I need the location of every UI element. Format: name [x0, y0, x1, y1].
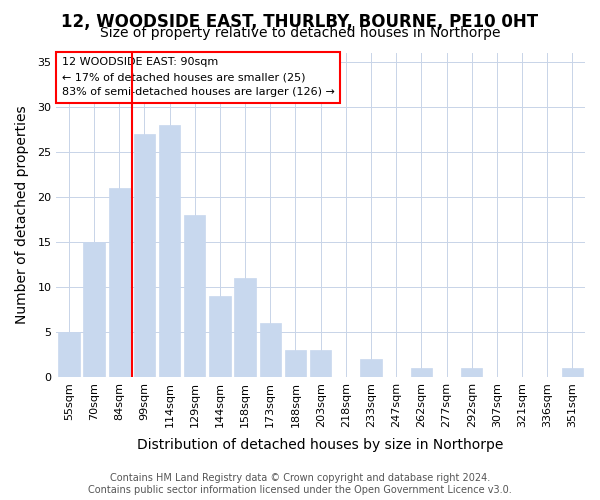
- Y-axis label: Number of detached properties: Number of detached properties: [15, 106, 29, 324]
- Text: Contains HM Land Registry data © Crown copyright and database right 2024.
Contai: Contains HM Land Registry data © Crown c…: [88, 474, 512, 495]
- X-axis label: Distribution of detached houses by size in Northorpe: Distribution of detached houses by size …: [137, 438, 504, 452]
- Bar: [209, 296, 230, 378]
- Bar: [109, 188, 130, 378]
- Bar: [461, 368, 482, 378]
- Bar: [562, 368, 583, 378]
- Bar: [260, 324, 281, 378]
- Bar: [410, 368, 432, 378]
- Text: 12 WOODSIDE EAST: 90sqm
← 17% of detached houses are smaller (25)
83% of semi-de: 12 WOODSIDE EAST: 90sqm ← 17% of detache…: [62, 58, 334, 97]
- Text: 12, WOODSIDE EAST, THURLBY, BOURNE, PE10 0HT: 12, WOODSIDE EAST, THURLBY, BOURNE, PE10…: [61, 12, 539, 30]
- Bar: [159, 124, 181, 378]
- Text: Size of property relative to detached houses in Northorpe: Size of property relative to detached ho…: [100, 26, 500, 40]
- Bar: [83, 242, 105, 378]
- Bar: [134, 134, 155, 378]
- Bar: [361, 360, 382, 378]
- Bar: [310, 350, 331, 378]
- Bar: [285, 350, 306, 378]
- Bar: [184, 215, 205, 378]
- Bar: [235, 278, 256, 378]
- Bar: [58, 332, 80, 378]
